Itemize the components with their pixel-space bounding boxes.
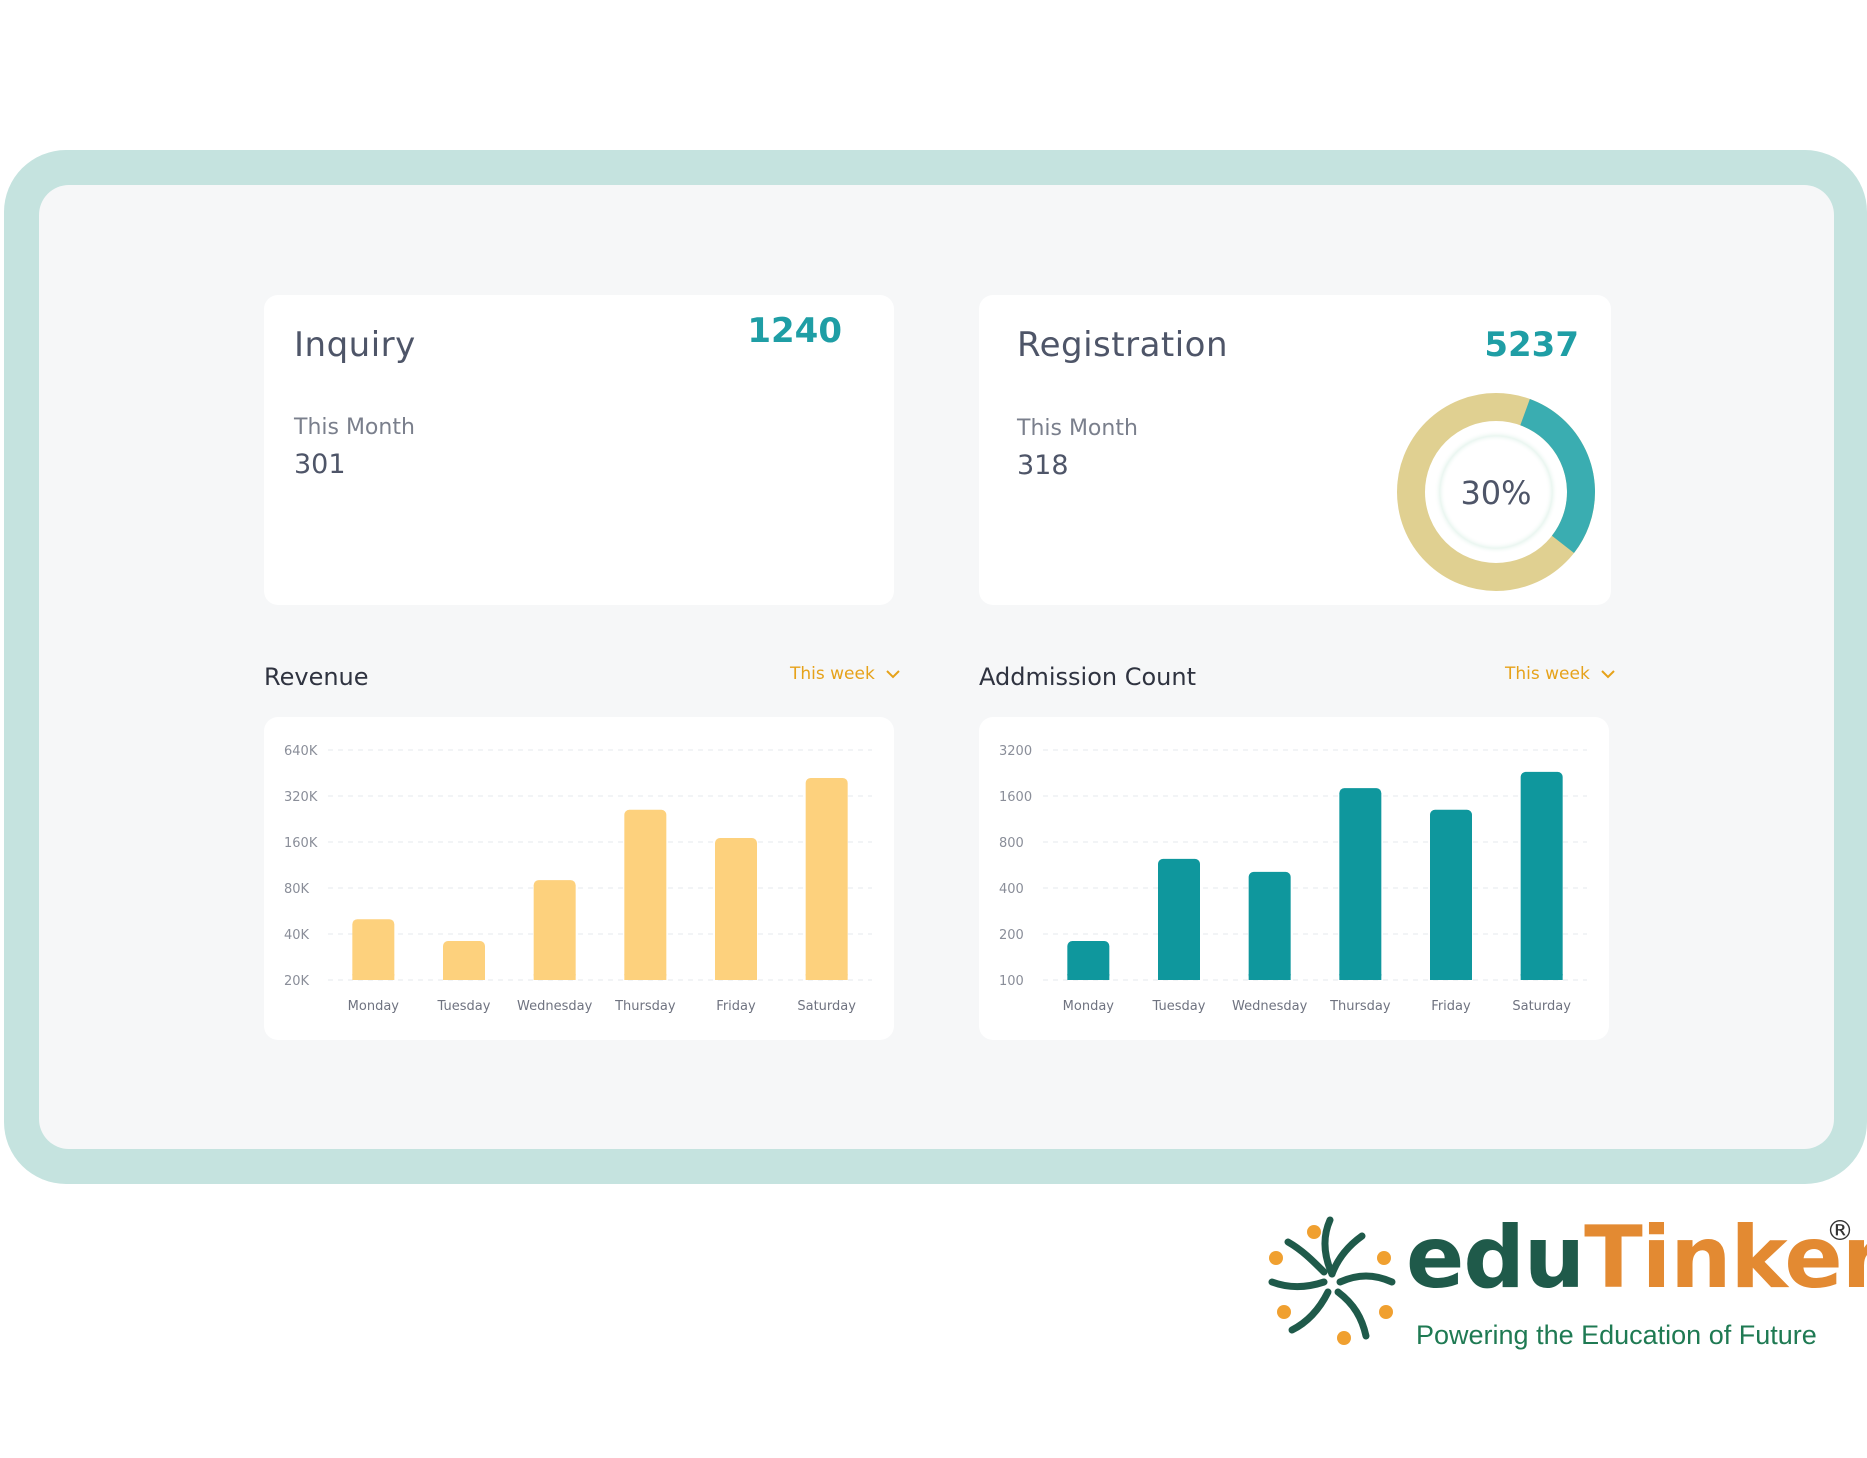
y-tick-label: 3200 bbox=[999, 744, 1032, 759]
y-tick-label: 160K bbox=[284, 836, 318, 851]
y-tick-label: 80K bbox=[284, 882, 310, 897]
registration-donut-chart: 30% bbox=[1397, 393, 1595, 591]
x-tick-label: Wednesday bbox=[517, 999, 593, 1014]
revenue-bar-chart: 640K 320K 160K 80K 40K 20K Monday Tuesday Wednes… bbox=[284, 744, 872, 1014]
admission-chart-card: 3200 1600 800 400 200 100 Monday Tuesday Wednesd… bbox=[979, 717, 1609, 1040]
bar[interactable] bbox=[805, 777, 848, 980]
registration-total: 5237 bbox=[1484, 325, 1579, 365]
bar[interactable] bbox=[533, 880, 576, 980]
x-tick-label: Thursday bbox=[1329, 999, 1391, 1014]
bar[interactable] bbox=[1067, 940, 1110, 980]
bar-base bbox=[533, 974, 576, 980]
x-tick-label: Friday bbox=[716, 999, 756, 1014]
registered-mark: ® bbox=[1826, 1214, 1854, 1247]
registration-month-label: This Month bbox=[1017, 416, 1138, 441]
bar-base bbox=[715, 974, 757, 980]
inquiry-card[interactable]: Inquiry 1240 This Month 301 bbox=[264, 295, 894, 605]
bar[interactable] bbox=[624, 809, 667, 980]
x-tick-label: Tuesday bbox=[1152, 999, 1206, 1014]
logo-edu-text: edu bbox=[1406, 1208, 1585, 1308]
y-tick-label: 400 bbox=[999, 882, 1024, 897]
x-tick-label: Monday bbox=[1063, 999, 1115, 1014]
y-tick-label: 1600 bbox=[999, 790, 1032, 805]
bar-base bbox=[1248, 974, 1291, 980]
x-tick-label: Wednesday bbox=[1232, 999, 1308, 1014]
logo-tinker-text: Tinker bbox=[1584, 1208, 1867, 1308]
x-tick-label: Thursday bbox=[614, 999, 676, 1014]
y-tick-label: 800 bbox=[999, 836, 1024, 851]
bar[interactable] bbox=[1520, 771, 1563, 980]
x-tick-label: Saturday bbox=[797, 999, 856, 1014]
registration-month-value: 318 bbox=[1017, 450, 1069, 481]
donut-percent-label: 30% bbox=[1460, 474, 1531, 512]
y-tick-label: 320K bbox=[284, 790, 318, 805]
bar-base bbox=[1067, 974, 1110, 980]
admission-range-label: This week bbox=[1505, 664, 1590, 684]
bar[interactable] bbox=[715, 837, 757, 980]
registration-card[interactable]: Registration 5237 This Month 318 30% bbox=[979, 295, 1611, 605]
bar-base bbox=[1339, 974, 1382, 980]
inquiry-title: Inquiry bbox=[294, 325, 416, 365]
bar-base bbox=[624, 974, 667, 980]
y-tick-label: 200 bbox=[999, 928, 1024, 943]
bar-base bbox=[1158, 974, 1200, 980]
registration-title: Registration bbox=[1017, 325, 1229, 365]
bar-base bbox=[1430, 974, 1472, 980]
bar[interactable] bbox=[443, 940, 485, 980]
logo-tagline: Powering the Education of Future bbox=[1416, 1320, 1817, 1350]
bar[interactable] bbox=[352, 919, 395, 980]
bar-base bbox=[443, 974, 485, 980]
y-tick-label: 100 bbox=[999, 974, 1024, 989]
y-tick-label: 40K bbox=[284, 928, 310, 943]
inquiry-total: 1240 bbox=[747, 311, 842, 351]
revenue-chart-card: 640K 320K 160K 80K 40K 20K Monday Tuesday Wednes… bbox=[264, 717, 894, 1040]
edutinker-emblem-icon bbox=[1268, 1216, 1396, 1345]
admission-bar-chart: 3200 1600 800 400 200 100 Monday Tuesday Wednesd… bbox=[999, 744, 1587, 1014]
x-tick-label: Tuesday bbox=[437, 999, 491, 1014]
donut-glow bbox=[1424, 420, 1568, 564]
x-tick-label: Monday bbox=[348, 999, 400, 1014]
bar[interactable] bbox=[1430, 809, 1472, 980]
inquiry-month-label: This Month bbox=[294, 415, 415, 440]
bar[interactable] bbox=[1248, 871, 1291, 980]
revenue-title: Revenue bbox=[264, 663, 369, 691]
bar[interactable] bbox=[1339, 788, 1382, 980]
y-tick-label: 640K bbox=[284, 744, 318, 759]
logo-wordmark: eduTinker bbox=[1406, 1208, 1867, 1308]
revenue-range-dropdown[interactable]: This week bbox=[790, 664, 901, 684]
bar-base bbox=[1520, 974, 1563, 980]
x-tick-label: Saturday bbox=[1512, 999, 1571, 1014]
bar-base bbox=[805, 974, 848, 980]
chevron-down-icon bbox=[1601, 670, 1615, 679]
bar-base bbox=[352, 974, 395, 980]
bar[interactable] bbox=[1158, 858, 1200, 980]
admission-range-dropdown[interactable]: This week bbox=[1505, 664, 1616, 684]
edutinker-logo: eduTinker ® Powering the Education of Fu… bbox=[1262, 1208, 1867, 1362]
admission-title: Addmission Count bbox=[979, 663, 1196, 691]
inquiry-month-value: 301 bbox=[294, 449, 346, 480]
chevron-down-icon bbox=[886, 670, 900, 679]
y-tick-label: 20K bbox=[284, 974, 310, 989]
x-tick-label: Friday bbox=[1431, 999, 1471, 1014]
revenue-range-label: This week bbox=[790, 664, 875, 684]
